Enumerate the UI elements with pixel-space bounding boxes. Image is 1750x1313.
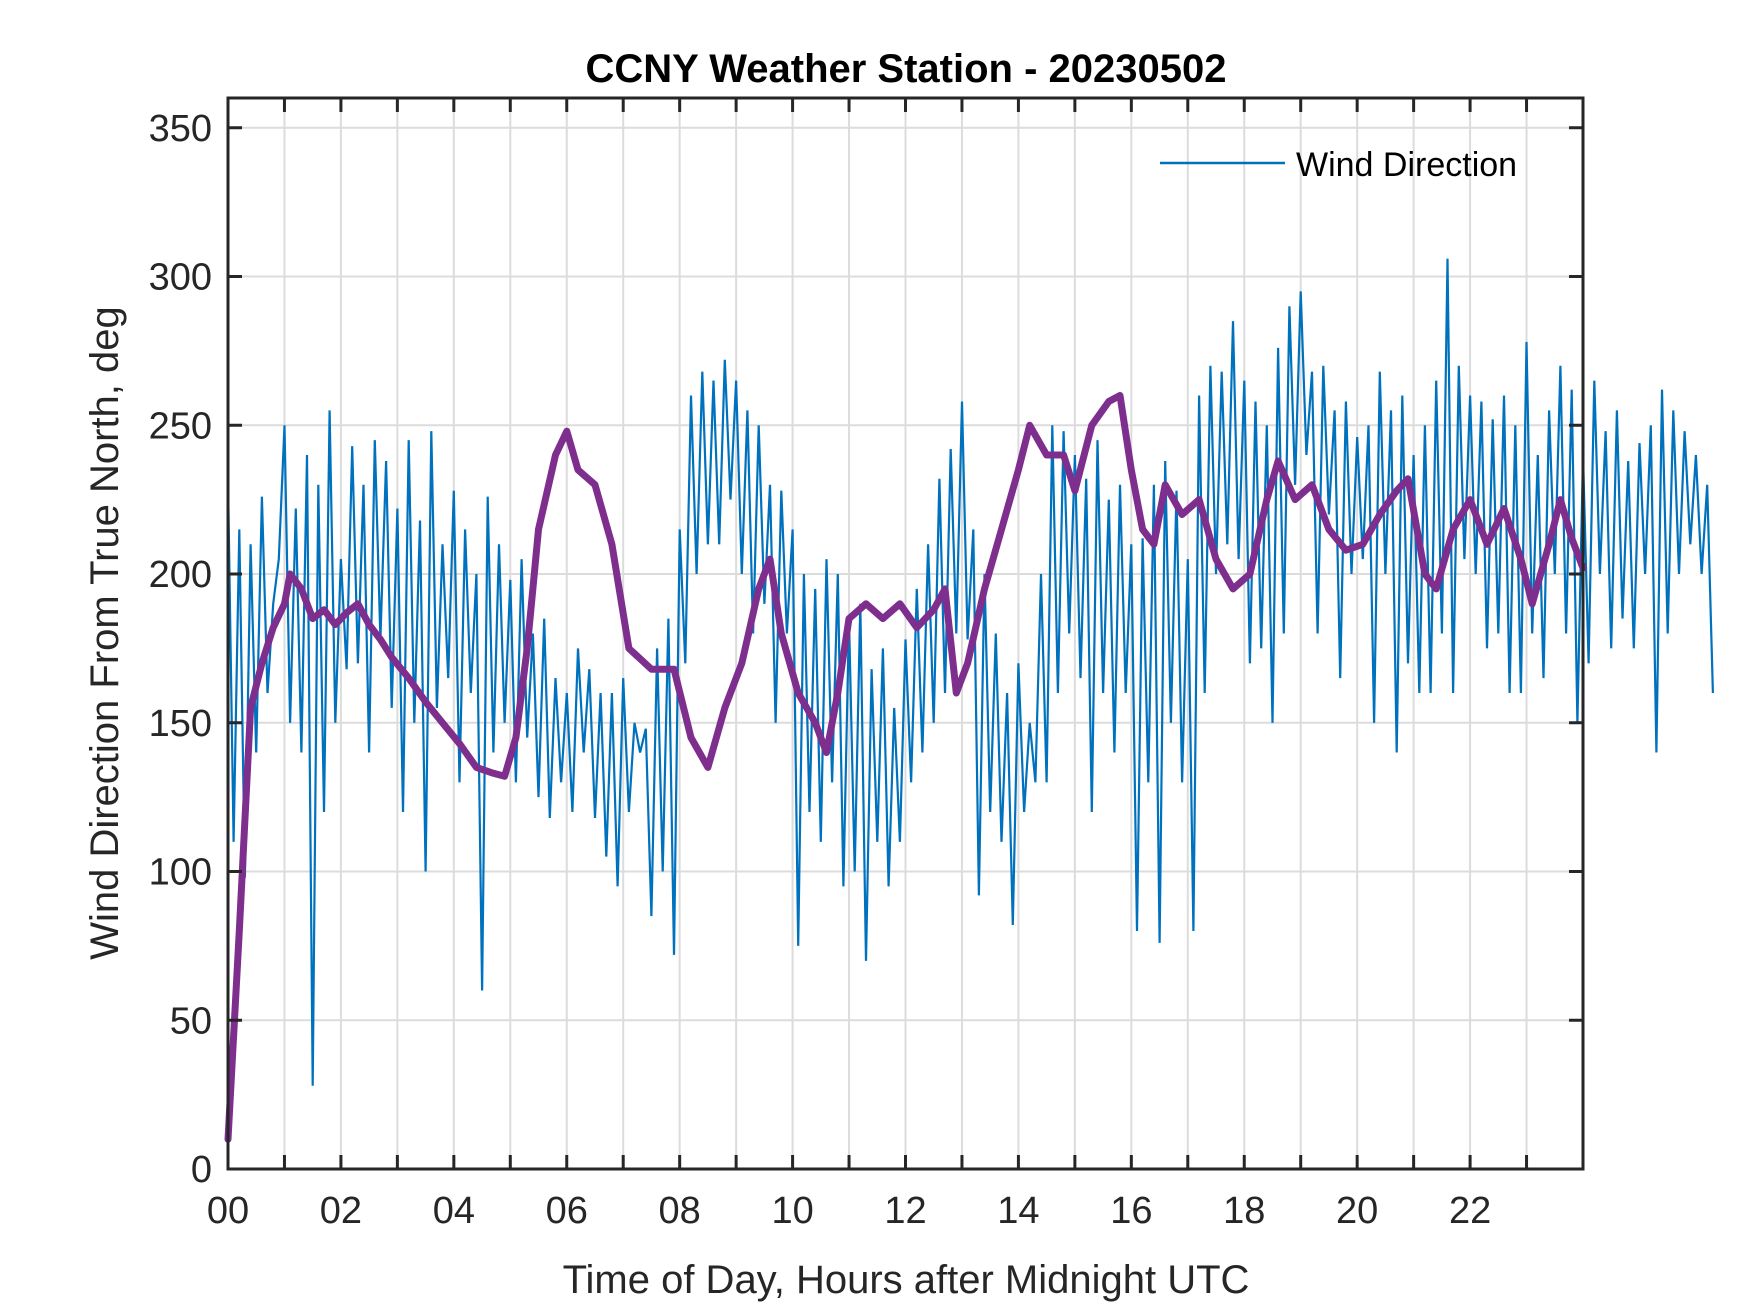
x-tick-label: 18 xyxy=(1223,1190,1265,1232)
wind-direction-series xyxy=(226,258,1714,1086)
y-tick-label: 200 xyxy=(149,554,212,596)
y-tick-label: 100 xyxy=(149,852,212,894)
x-tick-label: 04 xyxy=(433,1190,475,1232)
x-tick-label: 16 xyxy=(1110,1190,1152,1232)
legend: Wind Direction xyxy=(1160,146,1517,184)
wind-direction-line xyxy=(226,258,1714,1086)
x-tick-label: 12 xyxy=(884,1190,926,1232)
y-tick-label: 50 xyxy=(170,1000,212,1042)
x-tick-label: 14 xyxy=(997,1190,1039,1232)
y-axis-label: Wind Direction From True North, deg xyxy=(83,306,127,960)
y-tick-label: 350 xyxy=(149,108,212,150)
y-tick-label: 250 xyxy=(149,405,212,447)
y-tick-labels: 0 50 100 150 200 250 300 350 xyxy=(149,108,212,1191)
x-tick-label: 10 xyxy=(771,1190,813,1232)
x-tick-label: 02 xyxy=(320,1190,362,1232)
x-tick-label: 00 xyxy=(207,1190,249,1232)
x-tick-labels: 00 02 04 06 08 10 12 14 16 18 20 22 xyxy=(207,1190,1491,1232)
axis-ticks xyxy=(226,98,1583,1171)
grid xyxy=(227,98,1583,1170)
smoothed-series xyxy=(224,392,1587,1143)
y-tick-label: 150 xyxy=(149,703,212,745)
x-axis-label: Time of Day, Hours after Midnight UTC xyxy=(563,1258,1250,1302)
legend-label-wind-direction: Wind Direction xyxy=(1296,146,1517,184)
x-tick-label: 08 xyxy=(659,1190,701,1232)
chart-title: CCNY Weather Station - 20230502 xyxy=(586,47,1227,91)
x-tick-label: 22 xyxy=(1449,1190,1491,1232)
y-tick-label: 300 xyxy=(149,257,212,299)
x-tick-label: 20 xyxy=(1336,1190,1378,1232)
smoothed-line xyxy=(224,392,1587,1143)
x-tick-label: 06 xyxy=(546,1190,588,1232)
y-tick-label: 0 xyxy=(191,1149,212,1191)
